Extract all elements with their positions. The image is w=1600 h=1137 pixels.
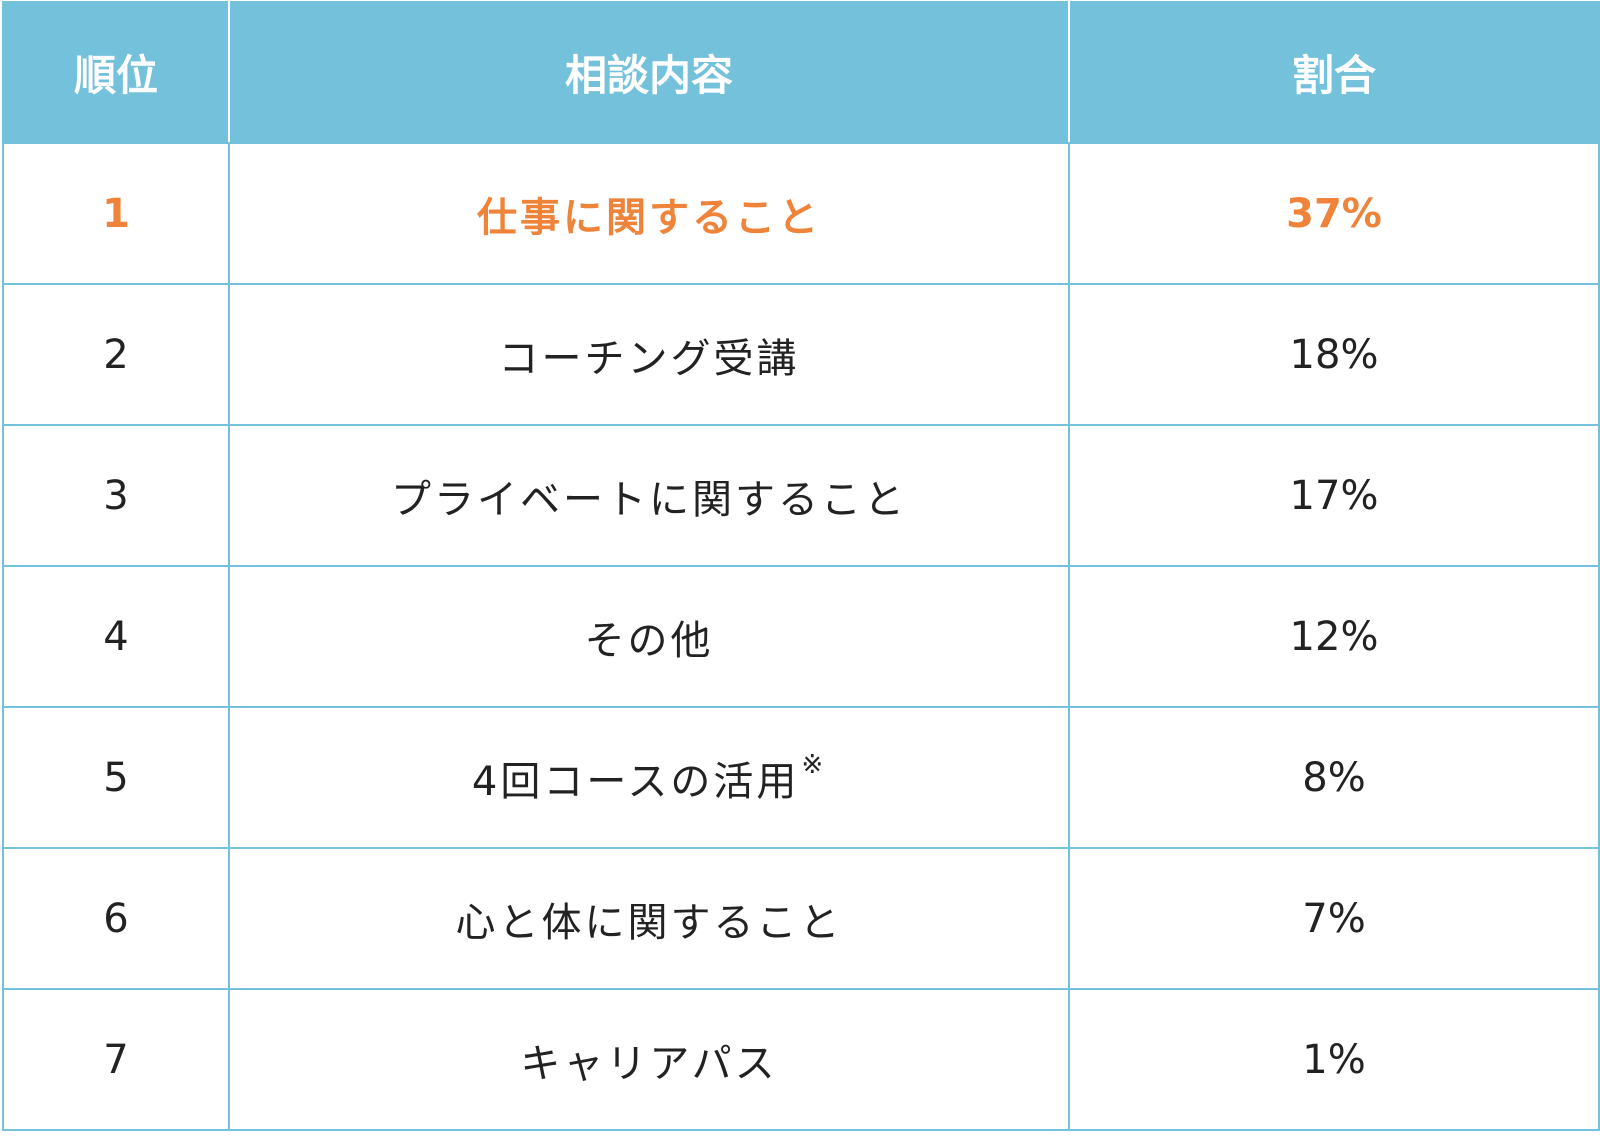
content-cell: コーチング受講 <box>228 283 1070 426</box>
table-row-2: 2 コーチング受講 18% <box>2 283 1600 426</box>
share-cell: 12% <box>1068 565 1600 708</box>
table-row-7: 7 キャリアパス 1% <box>2 988 1600 1131</box>
rank-cell: 6 <box>2 847 230 990</box>
rank-cell: 7 <box>2 988 230 1131</box>
header-share: 割合 <box>1068 1 1600 144</box>
header-rank: 順位 <box>2 1 230 144</box>
footnote-mark: ※ <box>801 749 827 780</box>
content-cell: 心と体に関すること <box>228 847 1070 990</box>
table-row-1: 1 仕事に関すること 37% <box>2 142 1600 285</box>
header-content: 相談内容 <box>228 1 1070 144</box>
content-cell: キャリアパス <box>228 988 1070 1131</box>
rank-cell: 2 <box>2 283 230 426</box>
share-cell: 8% <box>1068 706 1600 849</box>
table-row-4: 4 その他 12% <box>2 565 1600 708</box>
table-row-5: 5 4回コースの活用※ 8% <box>2 706 1600 849</box>
share-cell: 18% <box>1068 283 1600 426</box>
rank-cell: 3 <box>2 424 230 567</box>
share-cell: 1% <box>1068 988 1600 1131</box>
share-cell: 17% <box>1068 424 1600 567</box>
content-cell: 4回コースの活用※ <box>228 706 1070 849</box>
content-text: 4回コースの活用 <box>471 758 800 805</box>
table-body: 1 仕事に関すること 37% 2 コーチング受講 18% 3 プライベートに関す… <box>2 142 1600 1131</box>
share-cell: 7% <box>1068 847 1600 990</box>
rank-cell: 1 <box>2 142 230 285</box>
content-cell: プライベートに関すること <box>228 424 1070 567</box>
content-cell: 仕事に関すること <box>228 142 1070 285</box>
header-row: 順位 相談内容 割合 <box>2 1 1600 144</box>
table-row-3: 3 プライベートに関すること 17% <box>2 424 1600 567</box>
rank-cell: 5 <box>2 706 230 849</box>
rank-cell: 4 <box>2 565 230 708</box>
content-cell: その他 <box>228 565 1070 708</box>
table-row-6: 6 心と体に関すること 7% <box>2 847 1600 990</box>
share-cell: 37% <box>1068 142 1600 285</box>
table-header: 順位 相談内容 割合 <box>2 1 1600 144</box>
